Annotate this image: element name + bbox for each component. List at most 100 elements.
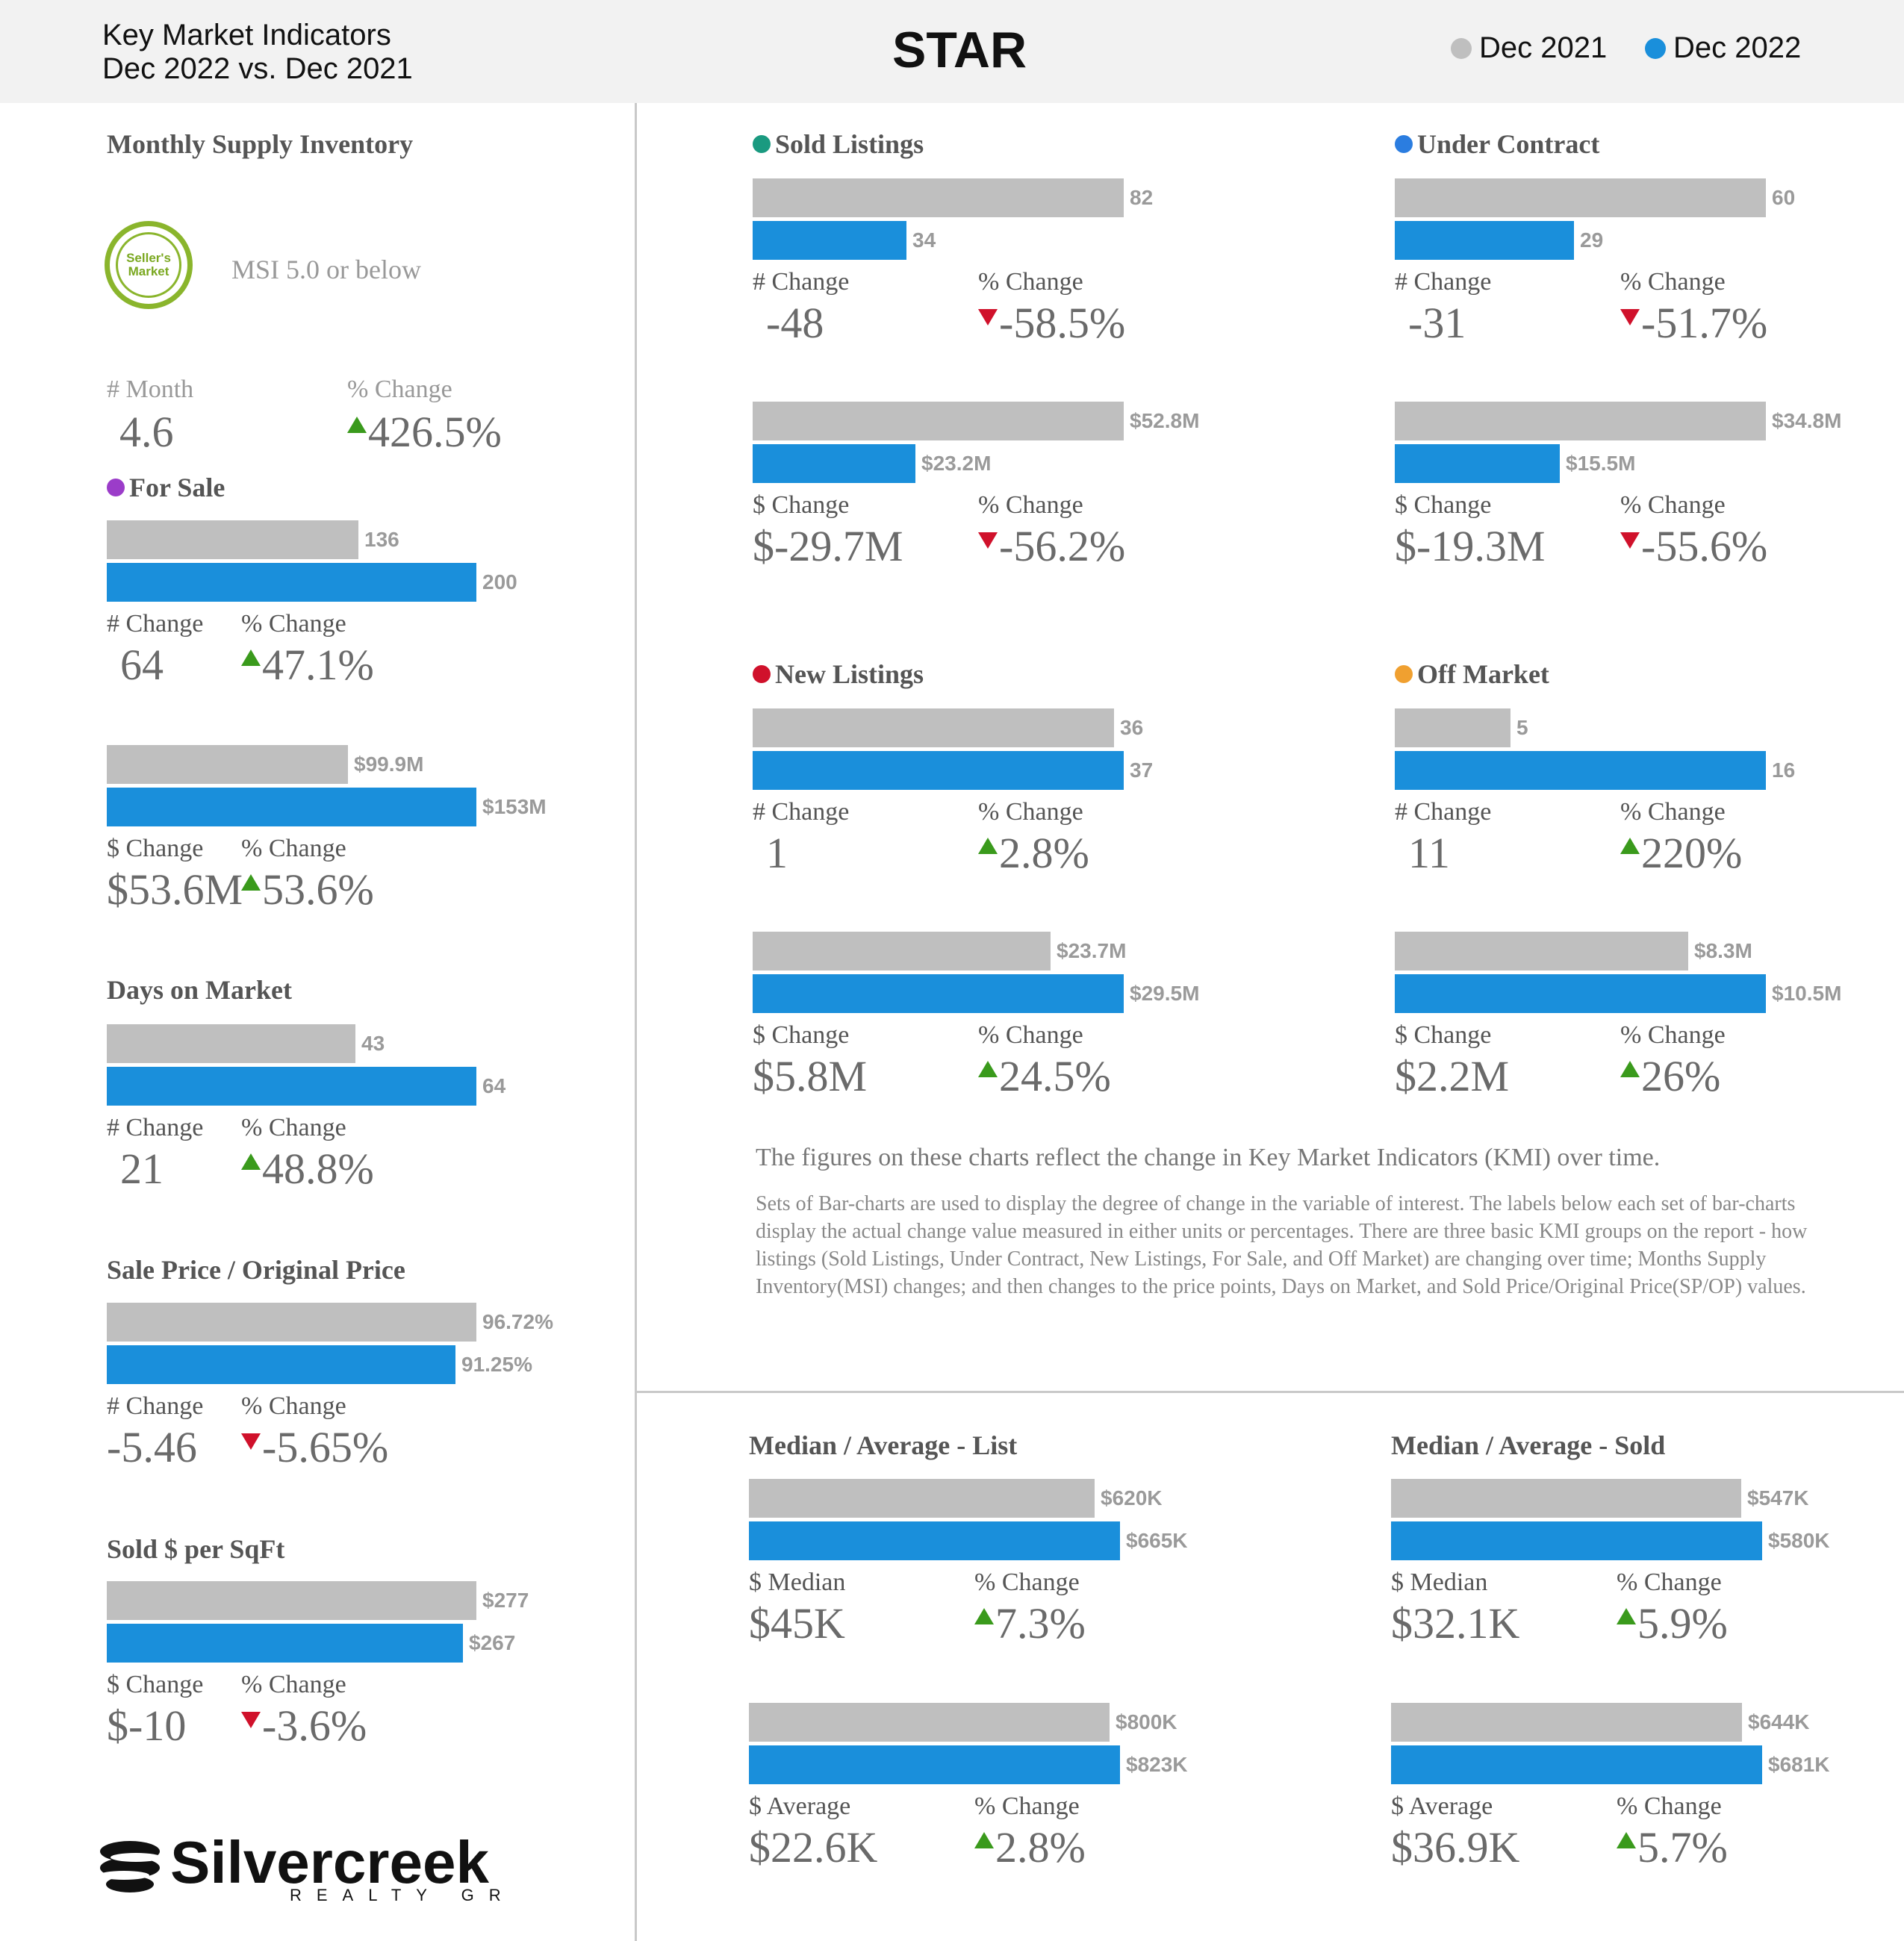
off-dollars-bar-dec-2021 — [1395, 932, 1688, 970]
pct-change-text: 53.6% — [262, 865, 374, 914]
header-title-line2: Dec 2022 vs. Dec 2021 — [102, 52, 413, 85]
under-units-value-dec-2022: 29 — [1580, 228, 1604, 252]
for_sale-units-value-dec-2021: 136 — [364, 528, 399, 551]
off-units-bar-dec-2022 — [1395, 751, 1766, 790]
decrease-arrow-icon — [1620, 309, 1640, 325]
new-units-change-label: # Change — [753, 798, 850, 826]
pct-change-text: 26% — [1641, 1052, 1721, 1100]
new-units-change-value: 1 — [766, 829, 788, 877]
list-dollars-bar-dec-2022 — [749, 1745, 1120, 1784]
spop-units-pct-label: % Change — [241, 1392, 346, 1420]
under-units-bar-dec-2021 — [1395, 178, 1766, 217]
category-dot-icon — [753, 665, 771, 683]
list-dollars-change-value: $22.6K — [749, 1823, 878, 1872]
decrease-arrow-icon — [978, 532, 998, 549]
dom-units-bar-dec-2021 — [107, 1024, 355, 1063]
sold-units-pct-value: -58.5% — [978, 298, 1125, 348]
off-dollars-pct-value: 26% — [1620, 1051, 1720, 1101]
section-title-text: Sale Price / Original Price — [107, 1255, 405, 1285]
dom-units-change-label: # Change — [107, 1114, 204, 1141]
off-units-value-dec-2022: 16 — [1772, 758, 1796, 782]
section-title-text: Sold $ per SqFt — [107, 1534, 285, 1564]
new-dollars-pct-value: 24.5% — [978, 1051, 1111, 1101]
increase-arrow-icon — [1617, 1832, 1636, 1848]
sqft-units-bar-dec-2021 — [107, 1581, 476, 1620]
sqft-units-change-value: $-10 — [107, 1701, 187, 1750]
list-units-bar-dec-2021 — [749, 1479, 1095, 1518]
soldp-title: Median / Average - Sold — [1391, 1430, 1665, 1461]
dom-units-value-dec-2021: 43 — [361, 1032, 385, 1055]
sold-units-pct-label: % Change — [978, 268, 1083, 296]
for_sale-dollars-value-dec-2021: $99.9M — [354, 753, 424, 776]
off-units-value-dec-2021: 5 — [1516, 716, 1528, 739]
legend-dot-blue — [1645, 38, 1666, 59]
increase-arrow-icon — [241, 1153, 261, 1170]
new-dollars-pct-label: % Change — [978, 1021, 1083, 1049]
sellers-market-badge: Seller's Market — [105, 221, 193, 309]
for_sale-dollars-pct-value: 53.6% — [241, 864, 374, 915]
list-title: Median / Average - List — [749, 1430, 1017, 1461]
under-dollars-bar-dec-2022 — [1395, 444, 1560, 483]
under-dollars-value-dec-2022: $15.5M — [1566, 452, 1636, 475]
legend-item-dec-2022: Dec 2022 — [1645, 31, 1801, 65]
increase-arrow-icon — [978, 1061, 998, 1077]
msi-month-value: 4.6 — [119, 408, 174, 456]
legend-label: Dec 2022 — [1673, 31, 1802, 64]
pct-change-text: -55.6% — [1641, 522, 1768, 570]
notes-main: The figures on these charts reflect the … — [756, 1144, 1661, 1171]
section-title-text: New Listings — [775, 659, 924, 689]
list-units-pct-label: % Change — [974, 1568, 1080, 1596]
under-units-pct-label: % Change — [1620, 268, 1726, 296]
list-units-value-dec-2021: $620K — [1101, 1486, 1163, 1510]
pct-change-text: -5.65% — [262, 1423, 389, 1471]
category-dot-icon — [1395, 135, 1413, 153]
soldp-units-value-dec-2022: $580K — [1768, 1529, 1830, 1552]
off-dollars-change-label: $ Change — [1395, 1021, 1492, 1049]
soldp-units-pct-value: 5.9% — [1617, 1598, 1728, 1648]
sold-dollars-value-dec-2022: $23.2M — [921, 452, 992, 475]
new-title: New Listings — [753, 658, 924, 690]
off-dollars-change-value: $2.2M — [1395, 1052, 1510, 1100]
soldp-dollars-value-dec-2022: $681K — [1768, 1753, 1830, 1776]
under-units-change-value: -31 — [1408, 299, 1466, 347]
pct-change-text: 2.8% — [995, 1823, 1086, 1872]
under-dollars-pct-value: -55.6% — [1620, 521, 1767, 571]
new-units-bar-dec-2021 — [753, 708, 1114, 747]
section-title-text: For Sale — [129, 473, 225, 502]
logo-wordmark: Silvercreek — [170, 1829, 490, 1895]
pct-change-text: 5.9% — [1637, 1599, 1728, 1648]
sold-units-change-value: -48 — [766, 299, 824, 347]
section-title-text: Under Contract — [1417, 129, 1600, 159]
sold-units-value-dec-2021: 82 — [1130, 186, 1154, 209]
pct-change-text: 24.5% — [999, 1052, 1111, 1100]
pct-change-text: 48.8% — [262, 1144, 374, 1193]
category-dot-icon — [107, 479, 125, 496]
dom-units-pct-value: 48.8% — [241, 1144, 374, 1194]
dom-units-pct-label: % Change — [241, 1114, 346, 1141]
sold-units-bar-dec-2022 — [753, 221, 906, 260]
decrease-arrow-icon — [978, 309, 998, 325]
sqft-units-value-dec-2022: $267 — [469, 1631, 516, 1654]
dom-title: Days on Market — [107, 974, 292, 1006]
under-units-bar-dec-2022 — [1395, 221, 1574, 260]
soldp-units-change-value: $32.1K — [1391, 1599, 1520, 1648]
soldp-units-bar-dec-2021 — [1391, 1479, 1741, 1518]
soldp-dollars-bar-dec-2022 — [1391, 1745, 1762, 1784]
off-dollars-pct-label: % Change — [1620, 1021, 1726, 1049]
msi-note: MSI 5.0 or below — [231, 255, 421, 284]
soldp-dollars-change-value: $36.9K — [1391, 1823, 1520, 1872]
soldp-units-bar-dec-2022 — [1391, 1521, 1762, 1560]
for_sale-dollars-bar-dec-2022 — [107, 788, 476, 826]
notes: The figures on these charts reflect the … — [756, 1144, 1823, 1300]
spop-units-value-dec-2022: 91.25% — [461, 1353, 532, 1376]
soldp-units-change-label: $ Median — [1391, 1568, 1488, 1596]
sqft-units-pct-label: % Change — [241, 1671, 346, 1698]
list-units-value-dec-2022: $665K — [1126, 1529, 1188, 1552]
off-units-change-label: # Change — [1395, 798, 1492, 826]
sold-title: Sold Listings — [753, 128, 924, 160]
dom-units-change-value: 21 — [120, 1144, 164, 1193]
sold-dollars-change-value: $-29.7M — [753, 522, 903, 570]
for_sale-units-pct-value: 47.1% — [241, 640, 374, 690]
list-dollars-change-label: $ Average — [749, 1792, 851, 1820]
sold-units-change-label: # Change — [753, 268, 850, 296]
